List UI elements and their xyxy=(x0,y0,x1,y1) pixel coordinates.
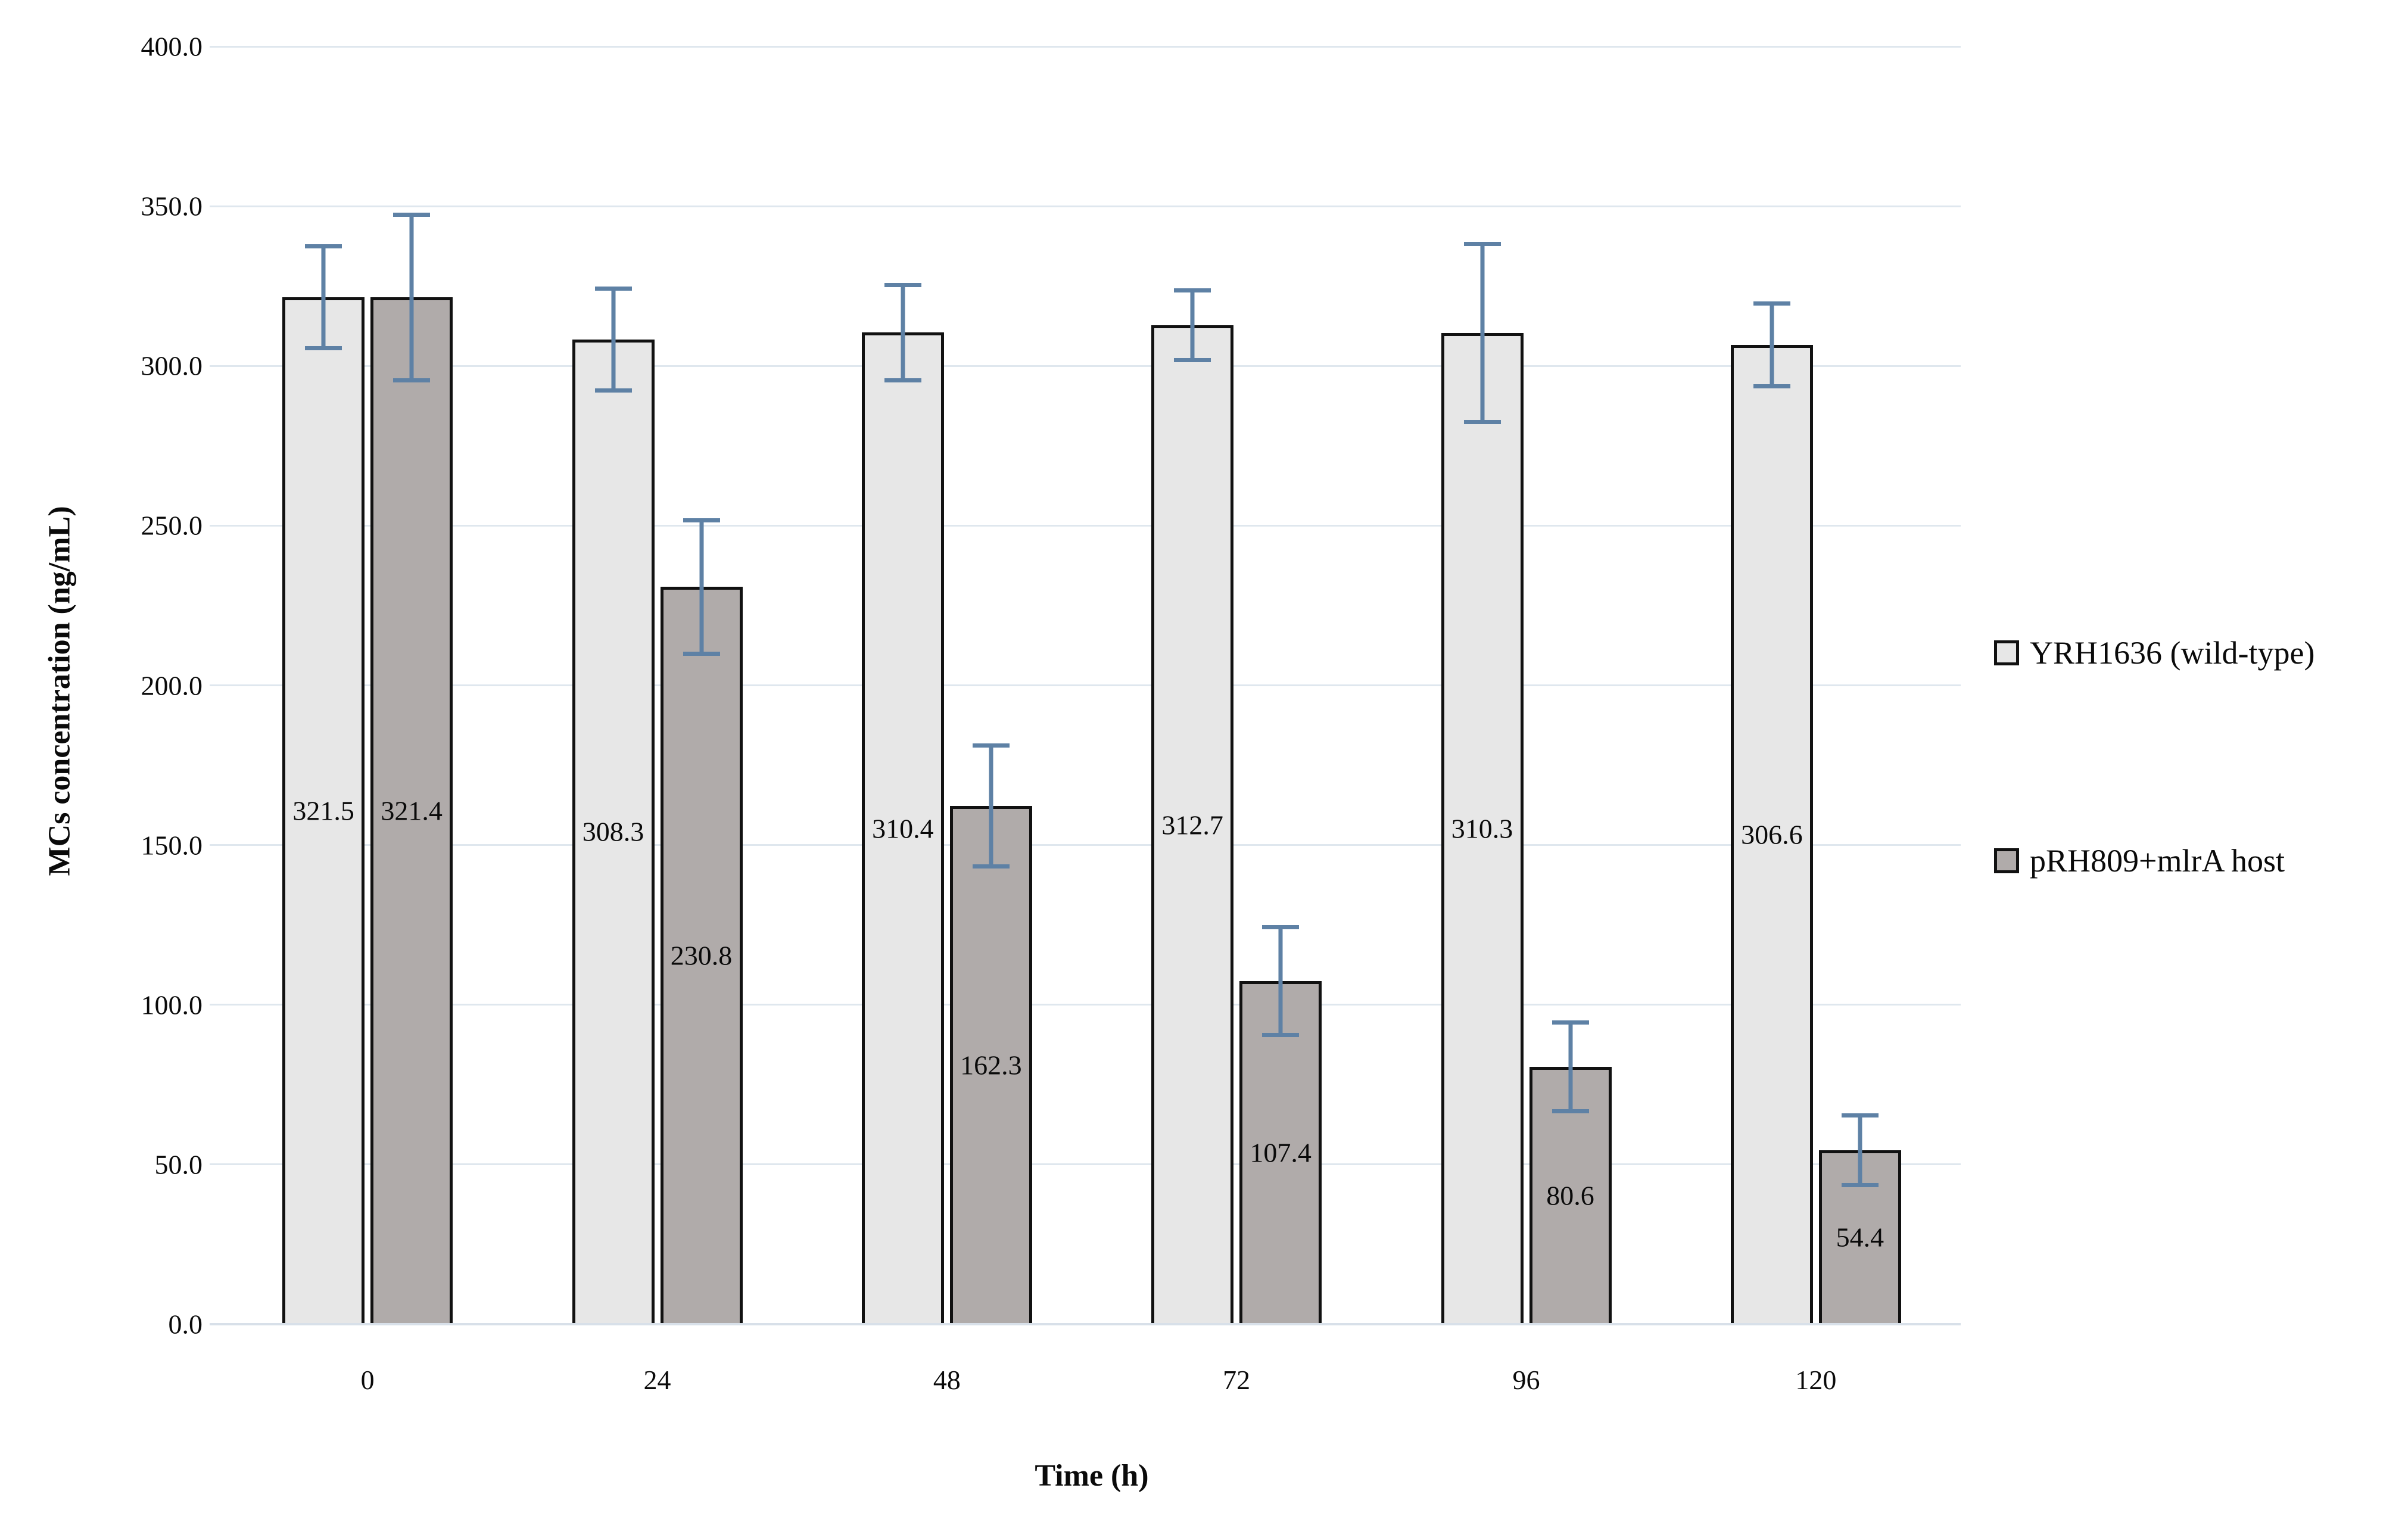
error-bar xyxy=(1770,303,1774,387)
error-bar xyxy=(409,214,414,381)
x-tick-label: 96 xyxy=(1512,1365,1540,1395)
error-bar-cap-top xyxy=(1841,1113,1879,1118)
bar-value-label: 80.6 xyxy=(1546,1180,1594,1211)
error-bar-cap-bottom xyxy=(1463,420,1501,425)
bar xyxy=(949,805,1032,1324)
bar-value-label: 310.3 xyxy=(1451,813,1513,844)
gridline xyxy=(210,1004,1961,1006)
error-bar xyxy=(1568,1022,1572,1112)
x-tick-label: 24 xyxy=(643,1365,671,1395)
error-bar-cap-top xyxy=(594,286,632,291)
error-bar-cap-top xyxy=(1174,288,1211,293)
bar-value-label: 321.4 xyxy=(381,795,443,826)
bar-value-label: 230.8 xyxy=(670,940,733,971)
gridline xyxy=(210,205,1961,207)
legend-label: YRH1636 (wild-type) xyxy=(2030,635,2315,671)
y-tick-label: 400.0 xyxy=(141,31,203,62)
error-bar-cap-top xyxy=(1463,241,1501,246)
y-tick-label: 50.0 xyxy=(154,1149,203,1180)
bar xyxy=(282,297,365,1324)
legend-item-mlrA-host: pRH809+mlrA host xyxy=(1994,842,2285,879)
y-tick-label: 100.0 xyxy=(141,989,203,1020)
error-bar xyxy=(901,285,905,381)
error-bar-cap-top xyxy=(1262,924,1300,929)
gridline xyxy=(210,524,1961,527)
error-bar-cap-bottom xyxy=(972,864,1010,868)
bar-value-label: 54.4 xyxy=(1836,1222,1884,1253)
x-axis-title: Time (h) xyxy=(1035,1459,1149,1493)
y-tick-label: 200.0 xyxy=(141,670,203,701)
error-bar-cap-top xyxy=(972,743,1010,748)
bar xyxy=(1151,325,1234,1324)
error-bar-cap-top xyxy=(683,518,720,522)
bar xyxy=(1239,981,1322,1324)
gridline xyxy=(210,365,1961,367)
error-bar-cap-top xyxy=(1552,1020,1589,1025)
gridline xyxy=(210,684,1961,686)
x-tick-label: 0 xyxy=(360,1365,375,1395)
legend-item-wild-type: YRH1636 (wild-type) xyxy=(1994,634,2314,671)
bar xyxy=(370,297,453,1324)
error-bar-cap-top xyxy=(393,213,431,217)
y-tick-label: 350.0 xyxy=(141,191,203,222)
error-bar xyxy=(699,519,703,654)
x-tick-label: 72 xyxy=(1223,1365,1251,1395)
bar-value-label: 312.7 xyxy=(1161,810,1223,841)
gridline xyxy=(210,1163,1961,1166)
y-tick-label: 0.0 xyxy=(168,1309,203,1340)
y-tick-label: 250.0 xyxy=(141,510,203,541)
y-tick-label: 300.0 xyxy=(141,350,203,381)
error-bar xyxy=(1278,926,1283,1036)
x-tick-label: 48 xyxy=(933,1365,961,1395)
error-bar xyxy=(1190,290,1195,361)
x-tick-label: 120 xyxy=(1795,1365,1837,1395)
error-bar-cap-bottom xyxy=(1753,384,1790,388)
mlrA-host-swatch-icon xyxy=(1994,848,2019,873)
error-bar-cap-bottom xyxy=(594,388,632,393)
bar-value-label: 306.6 xyxy=(1741,819,1803,850)
bar xyxy=(861,332,944,1324)
error-bar-cap-bottom xyxy=(305,345,342,350)
error-bar-cap-bottom xyxy=(884,378,921,382)
bar-value-label: 321.5 xyxy=(292,795,354,826)
error-bar-cap-top xyxy=(305,244,342,249)
gridline xyxy=(210,844,1961,846)
bar xyxy=(1730,344,1813,1324)
bar-value-label: 310.4 xyxy=(872,813,934,844)
wild-type-swatch-icon xyxy=(1994,640,2019,665)
error-bar xyxy=(1480,243,1484,423)
bar-value-label: 308.3 xyxy=(582,816,644,847)
bar-value-label: 107.4 xyxy=(1250,1137,1312,1168)
y-tick-label: 150.0 xyxy=(141,830,203,861)
error-bar-cap-bottom xyxy=(1262,1033,1300,1038)
legend-label: pRH809+mlrA host xyxy=(2030,843,2285,879)
bar-value-label: 162.3 xyxy=(960,1050,1022,1081)
error-bar-cap-bottom xyxy=(1841,1183,1879,1188)
error-bar-cap-bottom xyxy=(683,651,720,656)
error-bar-cap-bottom xyxy=(1552,1109,1589,1113)
bar xyxy=(1441,333,1524,1324)
x-axis-line xyxy=(210,1323,1961,1325)
error-bar-cap-top xyxy=(1753,301,1790,306)
error-bar-cap-bottom xyxy=(1174,358,1211,363)
error-bar-cap-top xyxy=(884,283,921,288)
error-bar-cap-bottom xyxy=(393,378,431,382)
error-bar xyxy=(989,745,993,867)
error-bar xyxy=(321,246,326,348)
error-bar xyxy=(611,288,615,391)
gridline xyxy=(210,45,1961,48)
bar xyxy=(660,587,743,1324)
error-bar xyxy=(1858,1115,1862,1186)
